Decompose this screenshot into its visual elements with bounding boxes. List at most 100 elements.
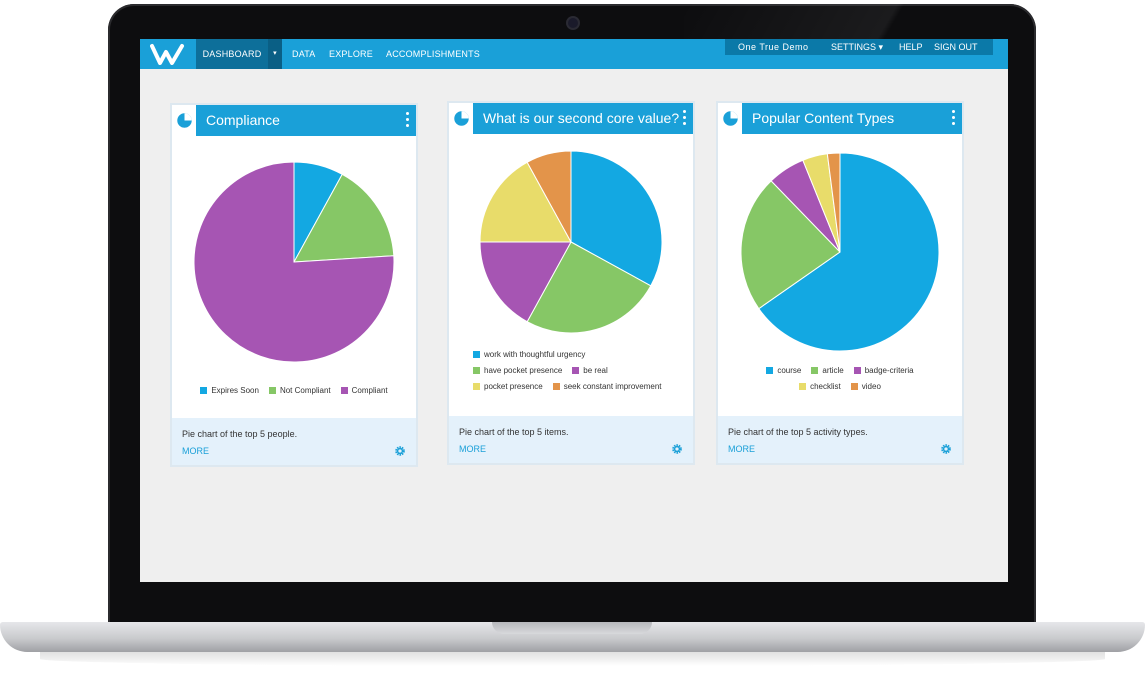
legend-row: pocket presence seek constant improvement bbox=[449, 378, 693, 394]
nav-dashboard[interactable]: DASHBOARD bbox=[196, 39, 268, 69]
legend-row: course article badge-criteria bbox=[718, 362, 962, 378]
legend-item[interactable]: be real bbox=[572, 365, 608, 375]
legend-label: Expires Soon bbox=[211, 385, 259, 395]
w-logo-icon[interactable] bbox=[150, 43, 190, 65]
legend-row: work with thoughtful urgency bbox=[449, 346, 693, 362]
more-link[interactable]: MORE bbox=[182, 446, 209, 456]
legend-swatch bbox=[340, 386, 348, 394]
settings-menu[interactable]: SETTINGS ▾ bbox=[831, 42, 884, 52]
pie-slice-be-real[interactable] bbox=[479, 241, 572, 323]
more-options-icon[interactable] bbox=[950, 110, 956, 128]
legend-item[interactable]: Not Compliant bbox=[268, 385, 331, 395]
gear-icon[interactable] bbox=[940, 443, 952, 455]
legend-swatch bbox=[572, 366, 580, 374]
user-name-link[interactable]: One True Demo bbox=[738, 42, 809, 52]
legend-item[interactable]: Compliant bbox=[340, 385, 388, 395]
legend-swatch bbox=[473, 350, 480, 358]
more-options-icon[interactable] bbox=[404, 112, 410, 130]
help-link[interactable]: HELP bbox=[899, 42, 923, 52]
card-icon-box bbox=[449, 103, 473, 134]
pie-slice-seek-constant-improvement[interactable] bbox=[526, 150, 572, 243]
legend-item[interactable]: seek constant improvement bbox=[552, 381, 662, 391]
laptop-notch bbox=[492, 622, 652, 634]
legend-swatch bbox=[853, 366, 861, 374]
content-types-card: Popular Content Types course article badge… bbox=[718, 103, 962, 463]
legend-swatch bbox=[766, 366, 774, 374]
more-options-icon[interactable] bbox=[681, 110, 687, 128]
legend-item[interactable]: work with thoughtful urgency bbox=[473, 350, 585, 359]
legend-item[interactable]: video bbox=[850, 381, 881, 391]
legend-swatch bbox=[473, 382, 480, 390]
legend-item[interactable]: Expires Soon bbox=[200, 386, 259, 395]
gear-icon[interactable] bbox=[394, 445, 406, 457]
pie-chart-icon bbox=[723, 111, 738, 126]
nav-accomplishments[interactable]: ACCOMPLISHMENTS bbox=[386, 49, 481, 59]
legend-label: have pocket presence bbox=[484, 365, 563, 375]
card-description: Pie chart of the top 5 people. bbox=[182, 429, 298, 439]
pie-slice-video[interactable] bbox=[826, 152, 841, 253]
legend-row: have pocket presence be real bbox=[449, 362, 693, 378]
pie-chart bbox=[740, 152, 940, 352]
pie-slice-have-pocket-presence[interactable] bbox=[526, 241, 652, 334]
legend-item[interactable]: have pocket presence bbox=[473, 366, 562, 375]
legend-item[interactable]: article bbox=[811, 366, 844, 375]
camera-icon bbox=[568, 18, 578, 28]
card-header: What is our second core value? bbox=[449, 103, 693, 134]
gear-icon[interactable] bbox=[671, 443, 683, 455]
nav-dashboard-dropdown[interactable]: ▾ bbox=[268, 39, 282, 69]
pie-slice-work-with-thoughtful-urgency[interactable] bbox=[570, 150, 663, 287]
legend-label: checklist bbox=[810, 381, 841, 391]
pie-chart bbox=[479, 150, 663, 334]
chart-legend: course article badge-criteria checklist vide… bbox=[718, 362, 962, 394]
card-footer: Pie chart of the top 5 activity types. M… bbox=[718, 416, 962, 463]
nav-data[interactable]: DATA bbox=[292, 49, 316, 59]
legend-label: video bbox=[861, 381, 881, 391]
legend-label: Compliant bbox=[351, 385, 388, 395]
chart-legend: work with thoughtful urgency have pocket … bbox=[449, 346, 693, 394]
legend-swatch bbox=[811, 366, 819, 374]
legend-swatch bbox=[552, 382, 560, 390]
card-icon-box bbox=[172, 105, 196, 136]
user-menu-bar bbox=[725, 39, 993, 55]
legend-item[interactable]: badge-criteria bbox=[853, 365, 914, 375]
chart-legend: Expires Soon Not Compliant Compliant bbox=[172, 382, 416, 398]
card-header: Popular Content Types bbox=[718, 103, 962, 134]
legend-label: pocket presence bbox=[484, 381, 543, 391]
legend-item[interactable]: checklist bbox=[799, 382, 841, 391]
legend-label: badge-criteria bbox=[864, 365, 914, 375]
legend-swatch bbox=[200, 386, 208, 394]
card-footer: Pie chart of the top 5 people. MORE bbox=[172, 418, 416, 465]
card-title: Popular Content Types bbox=[752, 110, 895, 126]
compliance-card: Compliance Expires Soon Not Compliant Comp… bbox=[172, 105, 416, 465]
pie-chart-icon bbox=[454, 111, 469, 126]
legend-label: course bbox=[777, 365, 802, 375]
nav-explore[interactable]: EXPLORE bbox=[329, 49, 373, 59]
legend-swatch bbox=[850, 382, 858, 390]
card-title: What is our second core value? bbox=[483, 110, 680, 126]
top-navbar: DASHBOARD ▾ DATA EXPLORE ACCOMPLISHMENTS… bbox=[140, 39, 1008, 69]
sign-out-link[interactable]: SIGN OUT bbox=[934, 42, 978, 52]
pie-slice-compliant[interactable] bbox=[193, 161, 395, 363]
legend-item[interactable]: pocket presence bbox=[473, 382, 543, 391]
legend-item[interactable]: course bbox=[766, 366, 801, 375]
more-link[interactable]: MORE bbox=[728, 444, 755, 454]
card-header: Compliance bbox=[172, 105, 416, 136]
card-description: Pie chart of the top 5 activity types. bbox=[728, 427, 868, 437]
pie-slice-course[interactable] bbox=[758, 152, 940, 352]
legend-label: be real bbox=[583, 365, 608, 375]
pie-slice-pocket-presence[interactable] bbox=[479, 161, 572, 243]
card-description: Pie chart of the top 5 items. bbox=[459, 427, 569, 437]
legend-swatch bbox=[268, 386, 276, 394]
legend-label: seek constant improvement bbox=[563, 381, 662, 391]
legend-row: Expires Soon Not Compliant Compliant bbox=[172, 382, 416, 398]
legend-label: Not Compliant bbox=[279, 385, 331, 395]
pie-slice-not-compliant[interactable] bbox=[293, 173, 395, 263]
pie-chart-icon bbox=[177, 113, 192, 128]
card-footer: Pie chart of the top 5 items. MORE bbox=[449, 416, 693, 463]
more-link[interactable]: MORE bbox=[459, 444, 486, 454]
legend-label: work with thoughtful urgency bbox=[484, 349, 586, 359]
laptop-shadow bbox=[40, 652, 1105, 666]
pie-slice-article[interactable] bbox=[740, 180, 841, 310]
legend-swatch bbox=[473, 366, 480, 374]
pie-chart bbox=[193, 161, 395, 363]
